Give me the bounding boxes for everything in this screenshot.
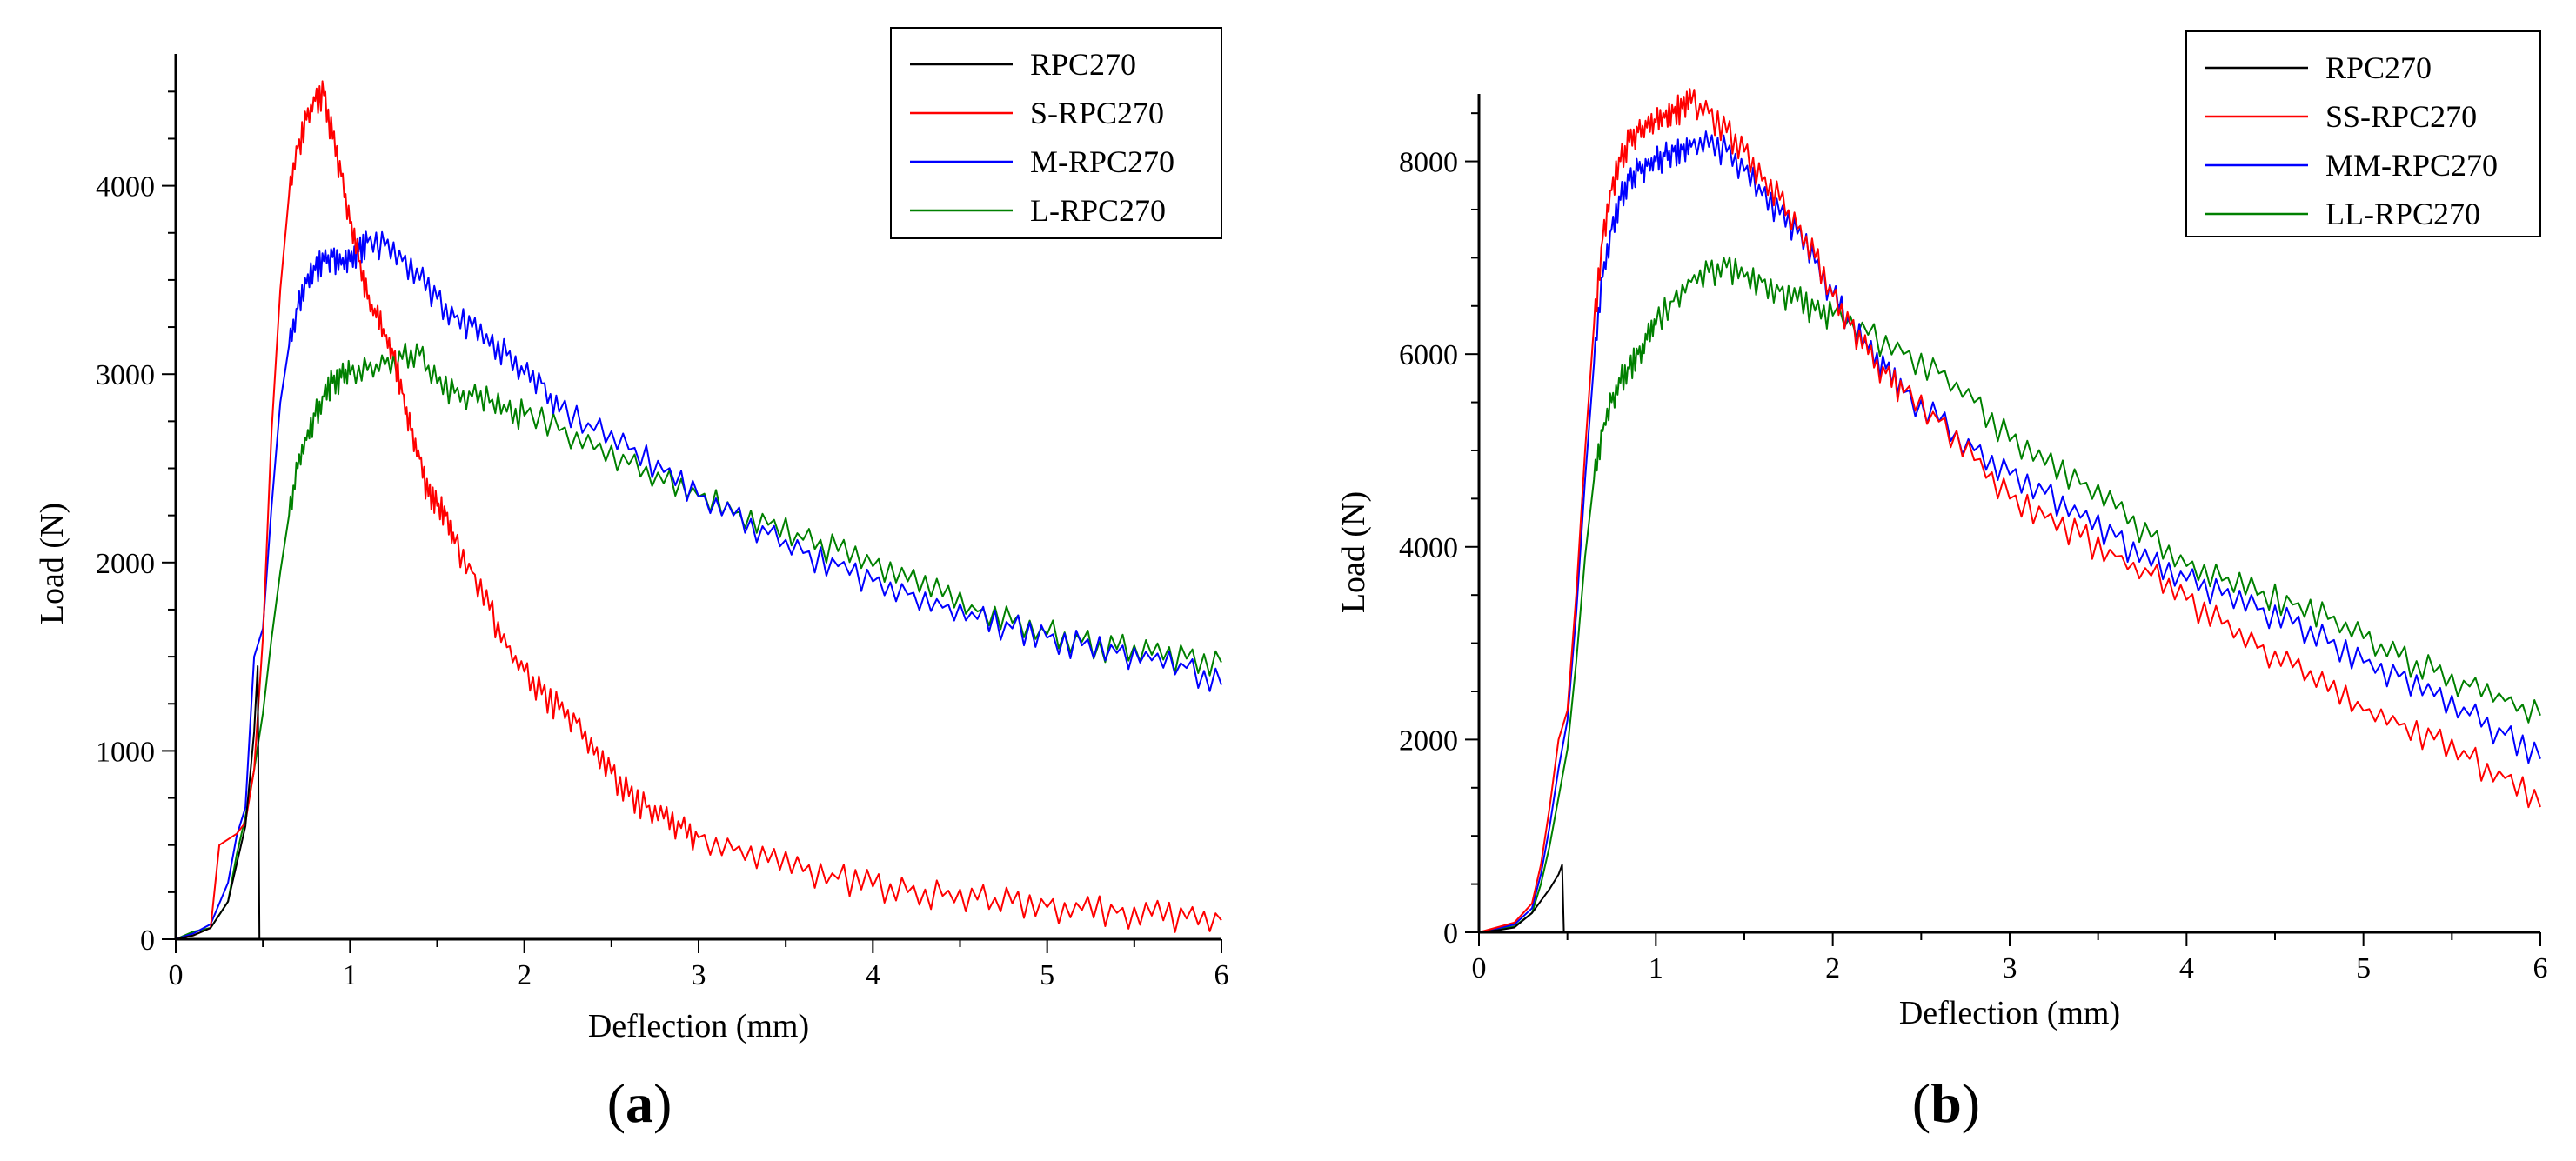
x-tick-label-a: 5 bbox=[1040, 959, 1054, 991]
series-line-a-1 bbox=[175, 664, 264, 940]
y-tick-label-b: 2000 bbox=[1399, 724, 1458, 757]
legend-label-b-2: SS-RPC270 bbox=[2325, 99, 2477, 134]
x-axis-title-a: Deflection (mm) bbox=[588, 1008, 809, 1044]
x-tick-label-b: 2 bbox=[1825, 952, 1840, 984]
x-tick-label-b: 3 bbox=[2003, 952, 2017, 984]
panel-a: 0 1 2 3 4 5 6 0 1000 2000 3000 4000 Load (N) Deflec… bbox=[34, 27, 1229, 1134]
x-axis-title-b: Deflection (mm) bbox=[1899, 995, 2120, 1031]
x-tick-label-b: 1 bbox=[1649, 952, 1663, 984]
x-tick-label-a: 1 bbox=[343, 959, 358, 991]
legend-label-a-3: M-RPC270 bbox=[1030, 144, 1174, 179]
panel-label-b-letter: b bbox=[1930, 1072, 1962, 1134]
series-line-a-4 bbox=[175, 342, 1222, 940]
y-axis-title-b: Load (N) bbox=[1335, 491, 1372, 613]
y-tick-label-b: 8000 bbox=[1399, 147, 1458, 179]
panel-label-b: (b) bbox=[1912, 1072, 1980, 1134]
x-tick-label-b: 5 bbox=[2356, 952, 2371, 984]
axes-b: 0 1 2 3 4 5 6 0 2000 4000 6000 8000 bbox=[1399, 94, 2548, 984]
legend-a: RPC270 S-RPC270 M-RPC270 L-RPC270 bbox=[890, 27, 1222, 239]
legend-label-a-2: S-RPC270 bbox=[1030, 96, 1164, 130]
legend-label-b-3: MM-RPC270 bbox=[2325, 148, 2498, 183]
panel-label-a-letter: a bbox=[626, 1072, 653, 1134]
y-tick-label-b: 6000 bbox=[1399, 339, 1458, 371]
x-tick-label-a: 2 bbox=[517, 959, 532, 991]
legend-label-b-4: LL-RPC270 bbox=[2325, 197, 2480, 231]
legend-b: RPC270 SS-RPC270 MM-RPC270 LL-RPC270 bbox=[2185, 30, 2541, 237]
y-axis-title-a: Load (N) bbox=[34, 503, 70, 624]
legend-box-a bbox=[890, 27, 1222, 239]
x-tick-label-b: 0 bbox=[1472, 952, 1487, 984]
axes-a: 0 1 2 3 4 5 6 0 1000 2000 3000 4000 bbox=[96, 54, 1229, 991]
x-tick-label-a: 4 bbox=[866, 959, 880, 991]
plot-area-b bbox=[1478, 88, 2541, 933]
legend-box-b bbox=[2185, 30, 2541, 237]
series-line-a-2 bbox=[175, 80, 1222, 940]
y-tick-label-a: 0 bbox=[140, 924, 155, 957]
y-tick-label-a: 2000 bbox=[96, 548, 155, 580]
y-tick-label-b: 4000 bbox=[1399, 532, 1458, 564]
series-line-b-3 bbox=[1478, 130, 2541, 933]
y-tick-label-a: 4000 bbox=[96, 171, 155, 204]
plot-area-a bbox=[175, 80, 1222, 940]
legend-label-a-4: L-RPC270 bbox=[1030, 193, 1166, 228]
x-tick-label-b: 6 bbox=[2533, 952, 2548, 984]
series-line-b-1 bbox=[1478, 864, 1568, 933]
y-tick-label-b: 0 bbox=[1443, 917, 1458, 950]
series-line-b-2 bbox=[1478, 88, 2541, 933]
legend-label-b-1: RPC270 bbox=[2325, 50, 2432, 85]
x-tick-label-a: 0 bbox=[169, 959, 184, 991]
panel-label-a: (a) bbox=[607, 1072, 672, 1134]
x-tick-label-b: 4 bbox=[2179, 952, 2194, 984]
legend-label-a-1: RPC270 bbox=[1030, 47, 1136, 82]
panel-b: 0 1 2 3 4 5 6 0 2000 4000 6000 8000 Load (N) Deflec… bbox=[1335, 30, 2548, 1134]
x-tick-label-a: 3 bbox=[692, 959, 706, 991]
series-line-b-4 bbox=[1478, 256, 2541, 933]
y-tick-label-a: 1000 bbox=[96, 736, 155, 768]
series-line-a-3 bbox=[175, 230, 1222, 940]
y-tick-label-a: 3000 bbox=[96, 359, 155, 391]
x-tick-label-a: 6 bbox=[1214, 959, 1229, 991]
